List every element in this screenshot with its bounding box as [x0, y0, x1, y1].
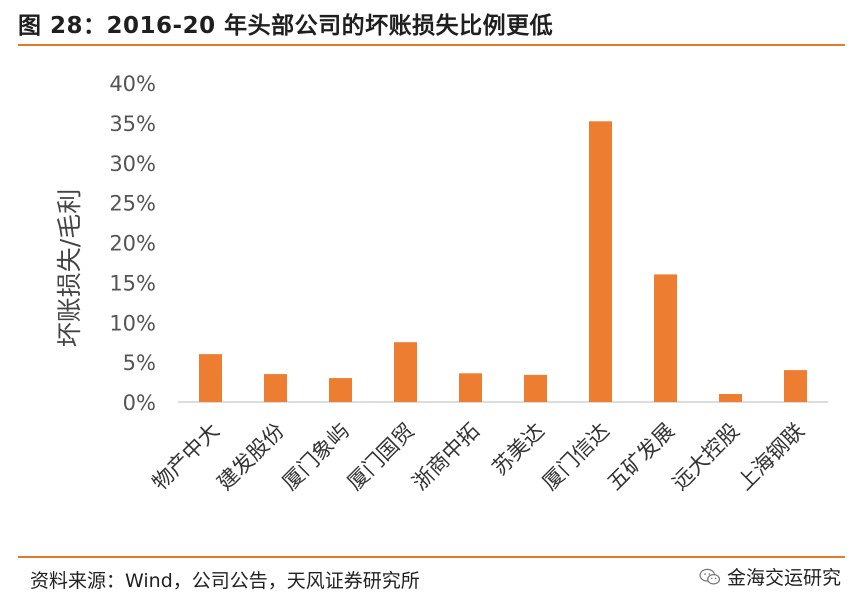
y-tick-label: 20%	[109, 232, 156, 256]
bar	[394, 342, 417, 402]
y-tick-label: 15%	[109, 271, 156, 295]
source-note: 资料来源：Wind，公司公告，天风证券研究所	[30, 570, 420, 592]
bar	[589, 121, 612, 402]
bar	[784, 370, 807, 402]
x-tick-label: 物产中大	[148, 419, 224, 495]
y-tick-label: 5%	[123, 351, 156, 375]
y-axis-ticks: 0% 5% 10% 15% 20% 25% 30% 35% 40%	[109, 72, 156, 415]
x-tick-label: 浙商中拓	[408, 419, 484, 495]
bar	[524, 374, 547, 402]
x-tick-label: 苏美达	[488, 419, 550, 481]
y-tick-label: 0%	[123, 391, 156, 415]
bar	[199, 354, 222, 402]
y-tick-label: 40%	[109, 72, 156, 96]
x-tick-label: 远大控股	[668, 419, 744, 495]
figure-title: 图 28：2016-20 年头部公司的坏账损失比例更低	[18, 13, 554, 39]
x-tick-label: 上海钢联	[733, 419, 809, 495]
x-tick-label: 厦门信达	[538, 419, 614, 495]
y-tick-label: 30%	[109, 152, 156, 176]
watermark: 金海交运研究	[699, 563, 841, 590]
y-tick-label: 10%	[109, 311, 156, 335]
bar	[719, 394, 742, 402]
bar-chart: 0%5%10%15%20%25%30%35%40% 物产中大建发股份厦门象屿厦门…	[55, 72, 828, 495]
wechat-icon	[699, 568, 721, 585]
watermark-text: 金海交运研究	[726, 567, 841, 589]
x-tick-label: 厦门象屿	[278, 419, 354, 495]
x-tick-label: 厦门国贸	[343, 419, 419, 495]
top-divider	[18, 44, 845, 46]
y-axis-label: 坏账损失/毛利	[55, 189, 84, 347]
bars	[199, 121, 807, 402]
bottom-divider	[18, 556, 845, 558]
bar	[329, 378, 352, 402]
bar	[654, 274, 677, 402]
x-tick-label: 五矿发展	[603, 419, 679, 495]
y-tick-label: 35%	[109, 112, 156, 136]
x-tick-label: 建发股份	[213, 419, 289, 495]
y-tick-label: 25%	[109, 192, 156, 216]
bar	[264, 374, 287, 402]
bar	[459, 373, 482, 402]
